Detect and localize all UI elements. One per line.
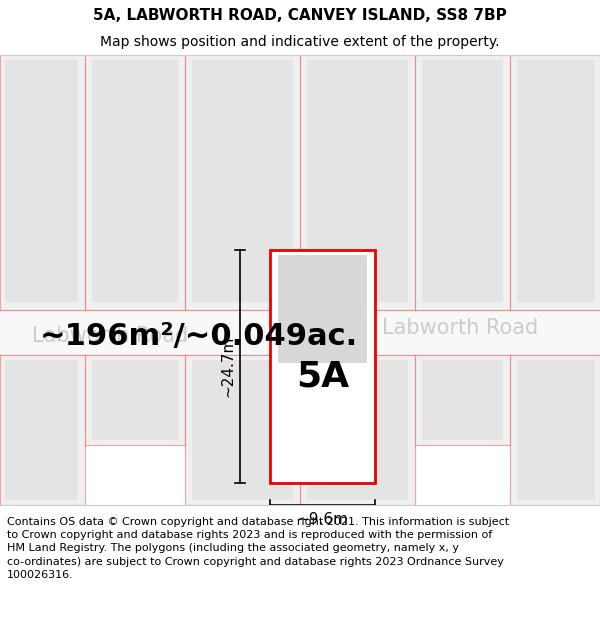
Bar <box>0 355 85 505</box>
Text: 5A: 5A <box>296 359 349 394</box>
Text: Map shows position and indicative extent of the property.: Map shows position and indicative extent… <box>100 35 500 49</box>
Bar <box>307 360 408 500</box>
Bar <box>270 250 375 483</box>
Bar <box>510 55 600 310</box>
Bar <box>92 60 178 302</box>
Text: 5A, LABWORTH ROAD, CANVEY ISLAND, SS8 7BP: 5A, LABWORTH ROAD, CANVEY ISLAND, SS8 7B… <box>93 8 507 23</box>
Bar <box>422 360 503 440</box>
Bar <box>85 355 185 445</box>
Bar <box>415 355 510 445</box>
Bar <box>517 60 595 302</box>
Bar <box>510 355 600 505</box>
Text: Labworth Road: Labworth Road <box>32 326 188 346</box>
Bar <box>0 55 85 310</box>
Text: ~196m²/~0.049ac.: ~196m²/~0.049ac. <box>40 322 358 351</box>
Bar <box>92 360 178 440</box>
Bar <box>415 55 510 310</box>
Bar <box>0 310 600 355</box>
Bar <box>307 60 408 302</box>
Bar <box>192 60 293 302</box>
Bar <box>5 60 78 302</box>
Bar <box>185 55 300 310</box>
Bar <box>5 360 78 500</box>
Bar <box>300 355 415 505</box>
Bar <box>192 360 293 500</box>
Bar <box>300 55 415 310</box>
Bar <box>85 55 185 310</box>
Text: ~9.6m: ~9.6m <box>296 511 349 526</box>
Text: ~24.7m: ~24.7m <box>221 336 235 398</box>
Bar <box>185 355 300 505</box>
Bar <box>517 360 595 500</box>
Bar <box>5 445 75 500</box>
Bar <box>270 250 375 483</box>
Text: Labworth Road: Labworth Road <box>382 319 538 339</box>
Bar <box>278 255 367 363</box>
Bar <box>422 60 503 302</box>
Text: Contains OS data © Crown copyright and database right 2021. This information is : Contains OS data © Crown copyright and d… <box>7 517 509 580</box>
